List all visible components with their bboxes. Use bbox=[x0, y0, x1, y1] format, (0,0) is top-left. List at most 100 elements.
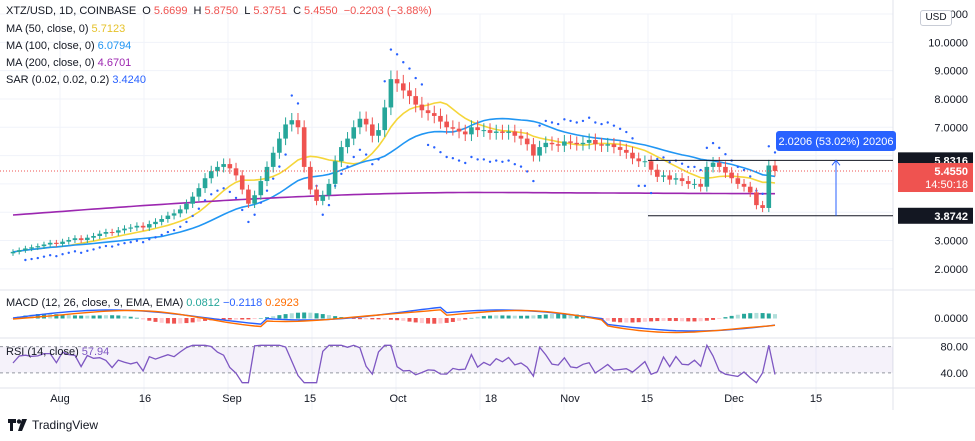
ma100-label: MA (100, close, 0) bbox=[6, 40, 95, 52]
time-tick: Aug bbox=[50, 393, 70, 405]
ma50-value: 5.7123 bbox=[91, 23, 126, 35]
macd-histogram-bar bbox=[773, 314, 777, 319]
macd-histogram-bar bbox=[574, 314, 579, 319]
sar-dot bbox=[104, 244, 108, 248]
time-tick: Oct bbox=[389, 393, 406, 405]
macd-histogram-bar bbox=[760, 313, 765, 319]
rsi-legend[interactable]: RSI (14, close) 57.94 bbox=[6, 345, 112, 359]
sar-dot bbox=[185, 220, 188, 224]
candle-body bbox=[72, 238, 78, 240]
candle-body bbox=[574, 142, 580, 145]
candle-body bbox=[413, 96, 418, 105]
sar-dot bbox=[148, 238, 151, 241]
currency-button[interactable]: USD bbox=[920, 10, 952, 26]
macd-histogram-bar bbox=[326, 315, 331, 319]
macd-histogram-bar bbox=[748, 313, 753, 319]
macd-histogram-bar bbox=[766, 313, 771, 319]
candle-body bbox=[208, 171, 214, 179]
candle-body bbox=[531, 144, 536, 156]
macd-histogram-bar bbox=[655, 318, 660, 322]
macd-histogram-bar bbox=[426, 318, 431, 324]
sar-dot bbox=[234, 196, 238, 200]
macd-histogram-bar bbox=[258, 317, 263, 319]
sar-dot bbox=[637, 184, 640, 188]
sar-dot bbox=[67, 251, 70, 254]
sar-dot bbox=[408, 67, 411, 70]
sar-legend[interactable]: SAR (0.02, 0.02, 0.2) 3.4240 bbox=[6, 73, 149, 87]
macd-histogram-bar bbox=[488, 315, 493, 319]
candle-body bbox=[456, 128, 462, 132]
sar-dot bbox=[550, 121, 554, 124]
time-tick: 15 bbox=[304, 393, 316, 405]
sar-dot bbox=[451, 156, 455, 160]
symbol-name: XTZ/USD, 1D, COINBASE bbox=[6, 5, 137, 17]
sar-dot bbox=[680, 162, 684, 165]
macd-histogram-bar bbox=[463, 318, 468, 320]
sar-dot bbox=[761, 192, 764, 196]
sar-dot bbox=[259, 201, 263, 204]
macd-legend[interactable]: MACD (12, 26, close, 9, EMA, EMA) 0.0812−… bbox=[6, 296, 302, 310]
sar-dot bbox=[420, 83, 424, 86]
sar-dot bbox=[525, 170, 529, 173]
candle-body bbox=[679, 178, 685, 182]
macd-value-2: −0.2118 bbox=[222, 297, 263, 309]
sar-dot bbox=[383, 80, 386, 83]
sar-dot bbox=[699, 168, 702, 172]
sar-dot bbox=[482, 158, 486, 161]
candle-body bbox=[419, 104, 425, 111]
candle-body bbox=[518, 135, 524, 139]
macd-histogram-bar bbox=[277, 315, 282, 319]
signal-line bbox=[12, 309, 776, 334]
sar-dot bbox=[464, 161, 467, 165]
candle-body bbox=[462, 131, 468, 135]
candle-body bbox=[258, 181, 264, 196]
macd-histogram-bar bbox=[562, 313, 567, 319]
sar-dot bbox=[649, 191, 653, 195]
macd-histogram-bar bbox=[543, 314, 548, 319]
macd-histogram-bar bbox=[469, 317, 474, 319]
sar-dot bbox=[470, 155, 473, 159]
candle-body bbox=[500, 131, 505, 133]
sar-dot bbox=[606, 121, 609, 124]
macd-histogram-bar bbox=[512, 315, 517, 319]
candle-body bbox=[85, 237, 90, 240]
candle-body bbox=[10, 251, 16, 254]
ma200-legend[interactable]: MA (200, close, 0) 4.6701 bbox=[6, 56, 134, 70]
macd-histogram-bar bbox=[711, 318, 716, 320]
candle-body bbox=[667, 175, 672, 180]
macd-histogram-bar bbox=[147, 318, 152, 321]
rsi-line bbox=[12, 343, 776, 384]
macd-histogram-bar bbox=[60, 314, 65, 319]
ma100-legend[interactable]: MA (100, close, 0) 6.0794 bbox=[6, 39, 134, 53]
candle-body bbox=[568, 141, 573, 143]
current-price-tag: 5.4550 bbox=[934, 166, 968, 178]
candle-body bbox=[78, 238, 84, 240]
rsi-label: RSI (14, close) bbox=[6, 346, 79, 358]
sar-dot bbox=[600, 122, 603, 126]
high-label: H bbox=[193, 5, 202, 17]
candle-body bbox=[475, 127, 480, 131]
candle-body bbox=[580, 142, 586, 145]
macd-histogram-bar bbox=[333, 316, 338, 319]
candle-body bbox=[60, 241, 65, 244]
sar-dot bbox=[625, 130, 628, 134]
sar-dot bbox=[662, 156, 665, 159]
candle-body bbox=[376, 130, 381, 136]
tradingview-logo[interactable]: TradingView bbox=[8, 418, 98, 432]
candle-body bbox=[165, 215, 171, 220]
sar-dot bbox=[544, 119, 547, 123]
sar-dot bbox=[154, 236, 157, 239]
candle-body bbox=[103, 232, 109, 234]
sar-dot bbox=[587, 116, 591, 119]
candle-body bbox=[735, 178, 741, 184]
macd-histogram-bar bbox=[649, 318, 654, 322]
sar-dot bbox=[135, 239, 139, 242]
macd-histogram-bar bbox=[494, 315, 499, 319]
sar-dot bbox=[575, 121, 578, 124]
candle-body bbox=[66, 239, 72, 242]
ma50-legend[interactable]: MA (50, close, 0) 5.7123 bbox=[6, 22, 128, 36]
sar-dot bbox=[402, 61, 405, 64]
candle-body bbox=[215, 166, 220, 172]
candle-body bbox=[177, 209, 183, 214]
